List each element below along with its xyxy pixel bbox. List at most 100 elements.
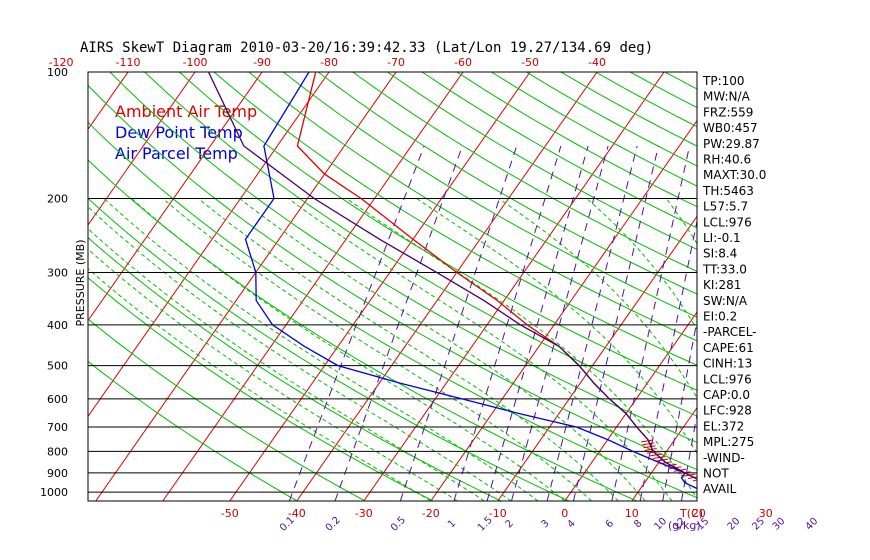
top-temp-tick-label: -100	[183, 56, 208, 69]
cape-hatch	[644, 447, 657, 451]
dry-adiabat-line	[560, 72, 697, 147]
index-label: AVAIL	[703, 482, 737, 496]
mixing-ratio-line	[288, 145, 425, 501]
dry-adiabat-line	[88, 159, 638, 501]
isotherm-line	[0, 72, 61, 501]
cape-hatch	[643, 445, 656, 449]
index-label: LI:-0.1	[703, 231, 741, 245]
index-label: LCL:976	[703, 215, 752, 229]
moist-adiabat-line	[416, 198, 697, 454]
bottom-temp-tick-label: 30	[759, 507, 773, 520]
moist-adiabat-line	[88, 268, 432, 501]
moist-adiabat-line	[346, 198, 697, 500]
dry-adiabat-line	[352, 72, 697, 273]
dry-adiabat-line	[283, 72, 697, 318]
dry-adiabat-line	[248, 72, 697, 342]
top-temp-tick-label: -40	[588, 56, 606, 69]
pressure-tick-label: 700	[47, 421, 68, 434]
bottom-temp-tick-label: 20	[692, 507, 706, 520]
pressure-tick-label: 300	[47, 266, 68, 279]
index-label: EI:0.2	[703, 310, 737, 324]
mixing-ratio-line	[781, 146, 825, 501]
dry-adiabat-line	[88, 277, 434, 501]
dry-adiabat-line	[109, 72, 697, 443]
index-label: NOT	[703, 467, 729, 481]
isotherm-line	[631, 406, 697, 501]
y-axis-label: PRESSURE (MB)	[74, 240, 87, 327]
top-temp-tick-label: -50	[521, 56, 539, 69]
mixing-ratio-line	[639, 218, 697, 501]
pressure-tick-label: 200	[47, 192, 68, 205]
dry-adiabat-line	[387, 72, 697, 250]
index-label: KI:281	[703, 278, 741, 292]
legend-ambient: Ambient Air Temp	[115, 102, 257, 121]
moist-adiabat-line	[88, 206, 512, 501]
index-label: PW:29.87	[703, 137, 760, 151]
isotherm-line	[766, 72, 870, 501]
dry-adiabat-line	[491, 72, 697, 187]
cape-hatch	[640, 439, 654, 443]
background-grid	[0, 72, 870, 501]
bottom-temp-tick-label: 10	[625, 507, 639, 520]
index-label: MAXT:30.0	[703, 168, 766, 182]
top-temp-tick-label: -90	[253, 56, 271, 69]
cape-hatch	[642, 442, 655, 446]
mixing-ratio-unit: (g/kg)	[668, 519, 701, 532]
legend-dewpoint: Dew Point Temp	[115, 123, 243, 142]
dry-adiabat-line	[88, 236, 502, 501]
mixing-ratio-line	[334, 145, 463, 501]
mixing-ratio-line	[399, 145, 518, 501]
mixing-ratio-tick-label: 0.5	[389, 515, 408, 534]
dry-adiabat-line	[88, 197, 570, 501]
index-label: MW:N/A	[703, 90, 751, 104]
mixing-ratio-line	[453, 145, 562, 501]
mixing-ratio-tick-label: 8	[632, 518, 644, 530]
moist-adiabat-line	[162, 198, 592, 501]
mixing-ratio-line	[680, 411, 697, 501]
dry-adiabat-line	[88, 318, 366, 501]
dry-adiabat-line	[664, 72, 697, 90]
mixing-ratio-tick-label: 10	[652, 516, 669, 533]
isotherm-line	[430, 119, 697, 501]
pressure-tick-label: 800	[47, 445, 68, 458]
dry-adiabat-line	[144, 72, 697, 417]
plot-frame	[87, 71, 698, 502]
pressure-tick-label: 1000	[40, 486, 68, 499]
dry-adiabat-line	[525, 72, 697, 167]
moist-adiabat-line	[498, 198, 697, 399]
index-label: -WIND-	[703, 451, 745, 465]
isotherm-line	[229, 72, 531, 501]
index-label: CAP:0.0	[703, 388, 750, 402]
index-label: WB0:457	[703, 121, 758, 135]
moist-adiabat-line	[197, 198, 619, 501]
bottom-temp-tick-label: -10	[489, 507, 507, 520]
isotherm-line	[88, 72, 263, 322]
dry-adiabat-line	[838, 72, 870, 501]
isotherm-line	[296, 72, 598, 501]
dry-adiabat-line	[88, 84, 697, 471]
index-label: EL:372	[703, 419, 744, 433]
top-temp-tick-label: -80	[320, 56, 338, 69]
mixing-ratio-line	[486, 145, 589, 501]
index-label: CAPE:61	[703, 341, 754, 355]
moist-adiabat-line	[88, 248, 458, 501]
ambient-temp-line	[296, 72, 697, 480]
index-label: L57:5.7	[703, 200, 748, 214]
index-label: CINH:13	[703, 357, 752, 371]
mixing-ratio-line	[510, 145, 609, 501]
index-label: -PARCEL-	[703, 325, 757, 339]
isobars	[88, 71, 697, 493]
parcel-temp-line	[207, 72, 697, 480]
moist-adiabat-line	[103, 198, 539, 501]
mixing-ratio-tick-label: 6	[604, 518, 616, 530]
isotherm-line	[88, 72, 330, 418]
moist-adiabat-line	[131, 198, 566, 501]
profiles	[207, 72, 697, 490]
dry-adiabat-line	[88, 121, 697, 499]
pressure-tick-label: 400	[47, 319, 68, 332]
dry-adiabat-line	[317, 72, 697, 295]
mixing-ratio-line	[662, 318, 697, 501]
dry-adiabat-line	[88, 360, 298, 501]
mixing-ratio-line	[572, 145, 659, 501]
